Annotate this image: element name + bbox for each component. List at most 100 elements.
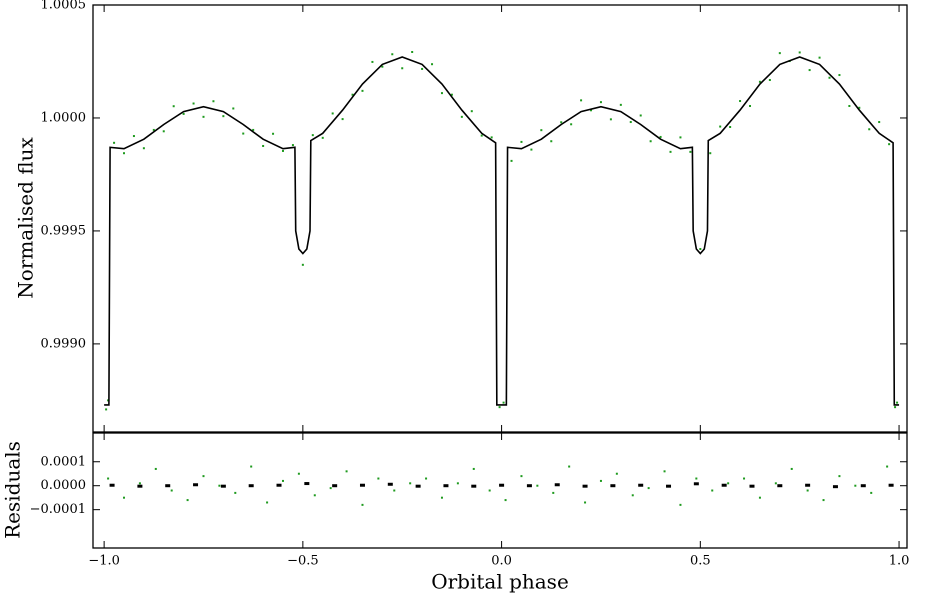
y-tick-label: 0.0000 <box>41 478 87 493</box>
data-point <box>709 152 712 155</box>
data-point <box>822 499 825 502</box>
data-point <box>123 152 126 155</box>
data-point <box>281 149 284 152</box>
binned-point <box>165 484 171 488</box>
data-point <box>590 109 593 112</box>
binned-point <box>387 482 393 486</box>
data-point <box>774 482 777 485</box>
data-point <box>421 67 424 70</box>
data-point <box>272 132 275 135</box>
binned-point <box>582 484 588 488</box>
data-point <box>550 140 553 143</box>
data-point <box>132 135 135 138</box>
data-point <box>460 115 463 118</box>
data-point <box>152 128 155 131</box>
data-point <box>329 487 332 490</box>
y-tick-label: 1.0000 <box>41 110 87 125</box>
data-point <box>659 135 662 138</box>
binned-point <box>193 483 199 487</box>
data-point <box>409 482 412 485</box>
data-point <box>162 130 165 133</box>
x-axis-label: Orbital phase <box>431 570 569 594</box>
data-point <box>689 150 692 153</box>
x-tick-label: −0.5 <box>287 554 319 569</box>
data-point <box>281 479 284 482</box>
data-point <box>858 106 861 109</box>
data-point <box>262 144 265 147</box>
binned-point <box>276 483 282 487</box>
x-tick-label: 1.0 <box>889 554 910 569</box>
y-tick-label: 1.0005 <box>41 0 87 13</box>
data-point <box>242 132 245 135</box>
binned-point <box>805 483 811 487</box>
data-point <box>425 477 428 480</box>
binned-point <box>721 483 727 487</box>
binned-point <box>526 484 532 488</box>
data-point <box>401 67 404 70</box>
data-point <box>679 136 682 139</box>
data-point <box>138 482 141 485</box>
data-point <box>450 93 453 96</box>
y-axis-label: Residuals <box>1 441 25 539</box>
data-point <box>828 76 831 79</box>
data-point <box>202 115 205 118</box>
binned-point <box>304 482 310 486</box>
y-tick-label: 0.9995 <box>41 223 87 238</box>
data-point <box>729 126 732 128</box>
data-point <box>440 496 443 499</box>
data-point <box>480 134 483 137</box>
binned-point <box>638 483 644 487</box>
data-point <box>848 104 851 107</box>
binned-point <box>220 484 226 488</box>
data-point <box>888 143 891 146</box>
data-point <box>870 491 873 494</box>
data-point <box>381 65 384 68</box>
data-point <box>393 489 396 492</box>
data-point <box>609 118 612 121</box>
data-point <box>838 74 841 77</box>
data-point <box>107 477 110 480</box>
binned-point <box>749 484 755 488</box>
data-point <box>321 136 324 139</box>
data-point <box>711 489 714 492</box>
binned-point <box>443 484 449 488</box>
data-point <box>202 475 205 478</box>
data-point <box>456 482 459 485</box>
data-point <box>580 99 583 102</box>
data-point <box>854 484 857 487</box>
data-point <box>172 105 175 108</box>
data-point <box>894 406 897 409</box>
data-point <box>361 503 364 506</box>
data-point <box>371 60 374 63</box>
data-point <box>123 496 126 499</box>
data-point <box>878 121 881 124</box>
data-point <box>222 115 225 118</box>
data-point <box>186 499 189 502</box>
data-point <box>584 501 587 504</box>
binned-point <box>777 484 783 488</box>
data-point <box>470 110 473 113</box>
binned-point <box>471 484 477 488</box>
data-point <box>896 401 899 404</box>
data-point <box>599 101 602 104</box>
data-point <box>647 487 650 490</box>
data-point <box>719 125 722 128</box>
data-point <box>530 148 533 151</box>
data-point <box>669 150 672 153</box>
data-point <box>599 479 602 482</box>
binned-point <box>610 484 616 488</box>
data-point <box>536 484 539 487</box>
data-point <box>629 121 632 124</box>
data-point <box>170 489 173 492</box>
data-point <box>520 140 523 143</box>
data-point <box>639 114 642 117</box>
data-point <box>679 503 682 506</box>
binned-point <box>554 483 560 487</box>
data-point <box>790 467 793 470</box>
data-point <box>252 128 255 131</box>
data-point <box>472 467 475 470</box>
data-point <box>182 112 185 115</box>
data-point <box>868 128 871 131</box>
binned-point <box>888 483 894 487</box>
data-point <box>663 470 666 473</box>
